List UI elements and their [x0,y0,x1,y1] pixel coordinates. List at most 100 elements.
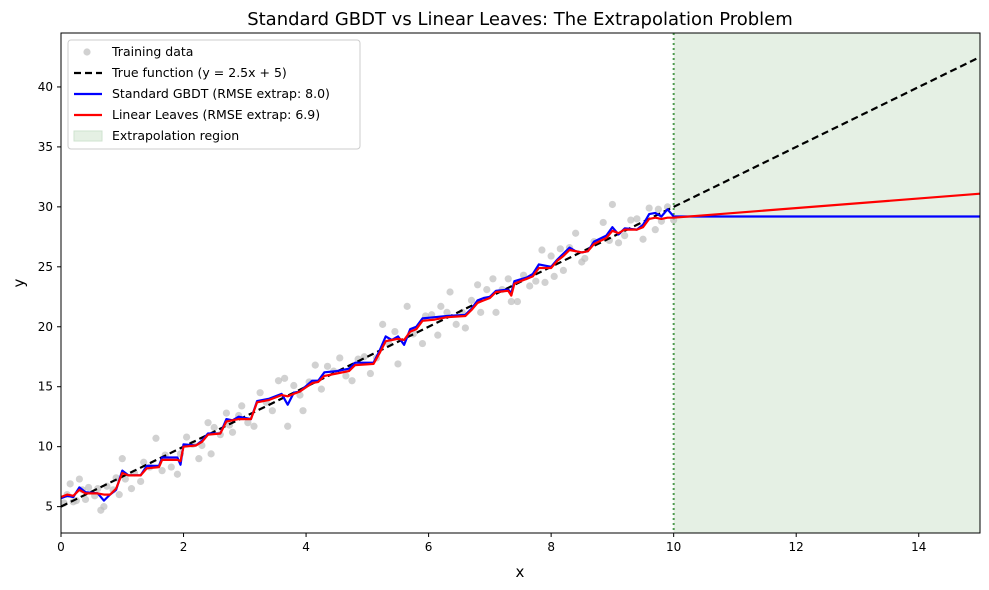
y-tick-label: 40 [38,80,53,94]
training-data-point [152,434,160,442]
training-data-point [268,407,276,415]
training-data-point [599,218,607,227]
training-data-point [492,308,500,316]
training-data-point [403,302,411,310]
x-tick-label: 0 [57,540,65,554]
training-data-point [532,277,540,285]
training-data-point [222,409,231,417]
training-data-point [538,246,546,254]
legend-marker-extrapolation [73,130,103,142]
legend: Training data True function (y = 2.5x + 5… [67,39,361,150]
training-data-point [627,216,635,224]
training-data-point [173,470,182,478]
y-tick-label: 10 [38,440,53,454]
training-data-point [204,419,212,427]
y-tick-label: 25 [38,260,53,274]
training-data-point [483,285,491,294]
training-data-point [81,495,90,504]
training-data-point [244,419,252,427]
training-data-point [437,302,445,310]
training-data-point [621,232,629,240]
training-data-point [614,239,623,247]
training-data-point [608,200,617,209]
training-data-point [158,467,166,475]
training-data-point [366,369,374,378]
y-tick-label: 5 [45,500,53,514]
training-data-point [474,281,482,289]
training-data-point [654,205,662,213]
training-data-point [336,354,344,362]
x-tick-label: 14 [911,540,926,554]
training-data-point [477,308,485,316]
training-data-point [207,450,215,458]
y-tick-label: 30 [38,200,53,214]
training-data-point [84,483,93,492]
training-data-point [167,463,175,471]
training-data-point [75,475,83,483]
training-data-point [443,308,451,316]
x-tick-label: 2 [180,540,188,554]
training-data-point [461,324,469,332]
training-data-point [547,252,555,260]
chart-title: Standard GBDT vs Linear Leaves: The Extr… [247,9,793,30]
y-axis-label: y [10,278,28,287]
training-data-point [581,254,589,263]
training-data-point [137,477,145,486]
training-data-point [418,339,427,348]
series-line-3 [61,192,980,499]
training-data-point [121,475,129,483]
training-data-point [452,320,460,328]
training-data-point [639,235,647,243]
training-data-point [645,204,653,212]
plot-area: 0 2 4 6 8 10 12 14 5 10 15 20 25 30 35 40 [38,32,981,554]
plot-content [61,33,980,533]
training-data-point [394,360,402,368]
legend-label: Linear Leaves (RMSE extrap: 6.9) [112,107,320,122]
x-tick-label: 10 [666,540,681,554]
training-data-point [317,385,325,393]
training-data-point [391,327,399,336]
training-data-point [66,480,74,488]
training-data-point [550,272,558,281]
training-data-point [281,374,289,382]
training-data-point [556,245,564,253]
training-data-point [274,377,283,385]
training-data-point [507,297,515,306]
training-data-point [311,361,319,369]
training-data-point [489,275,497,283]
y-tick-label: 15 [38,380,53,394]
training-data-point [299,407,307,415]
training-data-point [127,485,136,493]
training-data-point [284,422,292,430]
training-data-point [572,229,580,237]
training-data-point [651,226,659,234]
training-data-point [342,372,350,380]
legend-label: Training data [111,44,193,59]
training-data-point [513,297,522,306]
y-tick-label: 20 [38,320,53,334]
training-data-point [238,402,246,410]
training-data-point [115,491,123,499]
training-data-point [526,282,534,290]
training-data-point [118,455,126,463]
training-data-point [100,503,108,511]
legend-label: Standard GBDT (RMSE extrap: 8.0) [112,86,330,101]
training-data-point [446,288,454,296]
training-data-point [434,331,442,339]
legend-label: True function (y = 2.5x + 5) [111,65,287,80]
training-data-point [250,422,258,430]
training-data-point [541,278,549,287]
training-data-point [323,362,332,370]
training-data-point [348,377,356,385]
training-data-point [633,215,641,223]
extrapolation-region [673,33,980,533]
training-data-point [379,320,387,328]
training-data-point [467,296,476,304]
legend-marker-training-data [83,48,91,56]
legend-label: Extrapolation region [112,128,239,143]
x-tick-label: 8 [547,540,555,554]
training-data-point [504,275,512,283]
training-data-point [290,381,298,390]
